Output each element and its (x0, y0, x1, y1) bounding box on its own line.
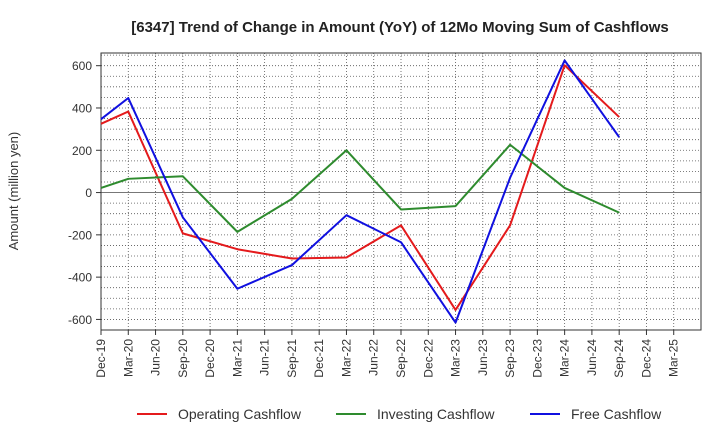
series-line-free-cashflow (100, 59, 620, 324)
x-tick-label: Sep-21 (285, 339, 299, 378)
x-tick-label: Sep-24 (612, 339, 626, 378)
x-tick-label: Mar-23 (449, 339, 463, 377)
x-tick-label: Dec-22 (421, 339, 435, 378)
series-line-investing-cashflow (100, 143, 620, 233)
x-tick-label: Dec-21 (312, 339, 326, 378)
y-tick-label: 0 (85, 186, 92, 200)
y-tick-label: 200 (72, 144, 92, 158)
legend-label: Free Cashflow (571, 406, 662, 422)
chart-title: [6347] Trend of Change in Amount (YoY) o… (131, 19, 669, 36)
grid (100, 53, 702, 331)
x-tick-label: Mar-21 (230, 339, 244, 377)
x-tick-label: Mar-20 (121, 339, 135, 377)
x-tick-label: Jun-20 (149, 339, 163, 376)
x-tick-label: Dec-24 (639, 339, 653, 378)
legend: Operating Cashflow Investing Cashflow Free… (137, 406, 662, 422)
y-tick-label: -600 (68, 313, 92, 327)
y-axis-label: Amount (million yen) (6, 132, 21, 251)
legend-label: Operating Cashflow (178, 406, 302, 422)
x-tick-label: Dec-23 (530, 339, 544, 378)
x-tick-label: Jun-22 (367, 339, 381, 376)
axes: -600 -400 -200 0 200 400 600 Dec-19 Mar-20 Jun-20… (68, 52, 702, 378)
x-tick-label: Dec-19 (94, 339, 108, 378)
series-lines (100, 59, 620, 324)
x-tick-label: Mar-22 (339, 339, 353, 377)
x-tick-label: Sep-22 (394, 339, 408, 378)
y-tick-label: -400 (68, 271, 92, 285)
x-tick-label: Mar-25 (667, 339, 681, 377)
x-tick-label: Jun-23 (476, 339, 490, 376)
legend-label: Investing Cashflow (377, 406, 495, 422)
series-line-operating-cashflow (100, 64, 620, 311)
x-tick-label: Dec-20 (203, 339, 217, 378)
y-tick-label: 600 (72, 59, 92, 73)
x-tick-label: Sep-23 (503, 339, 517, 378)
x-tick-label: Sep-20 (176, 339, 190, 378)
y-tick-label: 400 (72, 101, 92, 115)
x-tick-label: Jun-21 (258, 339, 272, 376)
x-tick-label: Jun-24 (585, 339, 599, 376)
y-tick-label: -200 (68, 228, 92, 242)
x-tick-label: Mar-24 (558, 339, 572, 377)
